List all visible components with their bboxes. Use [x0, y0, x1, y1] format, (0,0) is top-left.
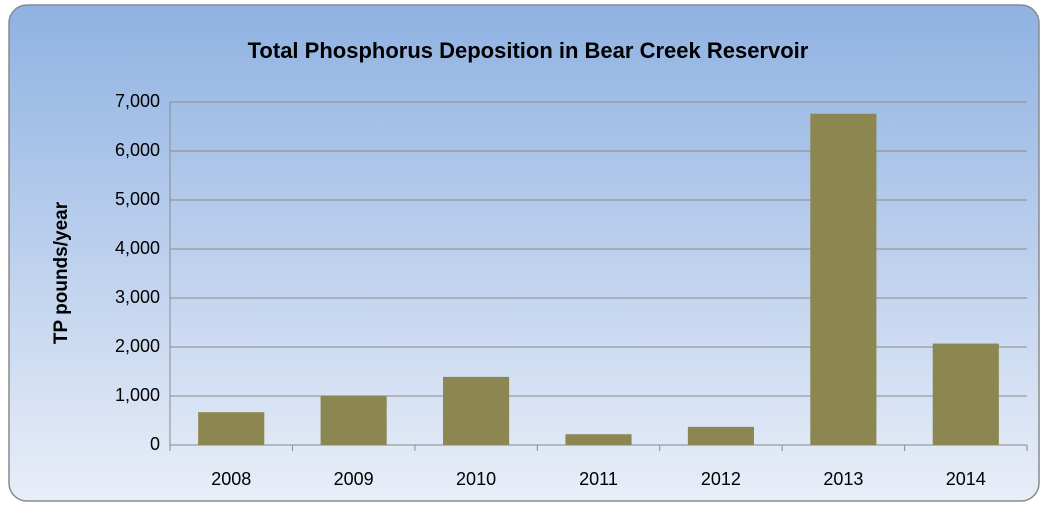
bar	[565, 434, 632, 445]
x-tick-label: 2009	[334, 469, 374, 489]
x-tick-label: 2012	[701, 469, 741, 489]
x-tick-label: 2011	[579, 469, 618, 489]
x-tick-label: 2010	[456, 469, 496, 489]
bar	[687, 426, 754, 445]
y-tick-label: 4,000	[115, 238, 160, 258]
y-tick-label: 6,000	[115, 140, 160, 160]
y-tick-label: 5,000	[115, 189, 160, 209]
bar	[320, 395, 387, 445]
y-tick-label: 2,000	[115, 336, 160, 356]
y-tick-label: 0	[150, 434, 160, 454]
chart-title: Total Phosphorus Deposition in Bear Cree…	[248, 38, 809, 63]
y-tick-label: 1,000	[115, 385, 160, 405]
x-tick-label: 2014	[946, 469, 986, 489]
x-tick-label: 2008	[211, 469, 251, 489]
bar	[810, 113, 877, 445]
x-tick-label: 2013	[823, 469, 863, 489]
y-tick-label: 3,000	[115, 287, 160, 307]
bar	[198, 412, 265, 445]
y-tick-label: 7,000	[115, 91, 160, 111]
y-axis-label: TP pounds/year	[51, 201, 72, 344]
bar	[932, 343, 999, 445]
chart-background	[8, 4, 1040, 502]
bar	[443, 376, 510, 445]
